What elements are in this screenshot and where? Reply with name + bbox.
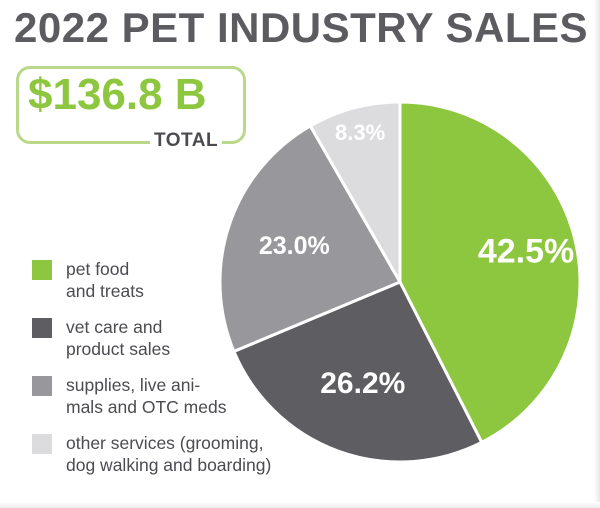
pie-slice-label: 42.5% (478, 233, 574, 271)
pie-slice-label: 8.3% (335, 120, 385, 145)
frame-edge (594, 0, 600, 508)
legend-line: dog walking and boarding) (66, 455, 272, 475)
legend-swatch (32, 434, 52, 454)
legend-label: supplies, live ani- mals and OTC meds (66, 374, 336, 418)
pie-slice-label: 23.0% (259, 232, 330, 260)
pie-slice (398, 100, 582, 445)
legend-line: vet care and (66, 317, 163, 337)
total-value: $136.8 B (28, 70, 207, 119)
legend-swatch (32, 260, 52, 280)
legend-swatch (32, 318, 52, 338)
pie-slice (218, 123, 403, 354)
page-title: 2022 PET INDUSTRY SALES (14, 4, 589, 51)
legend-line: pet food (66, 259, 130, 279)
legend-label: other services (grooming, dog walking an… (66, 432, 336, 476)
legend-label: pet food and treats (66, 258, 336, 302)
legend-line: mals and OTC meds (66, 397, 227, 417)
legend-swatch (32, 376, 52, 396)
legend-line: and treats (66, 281, 144, 301)
pie-slice-label: 26.2% (320, 367, 405, 400)
legend-label: vet care and product sales (66, 316, 336, 360)
total-box (16, 66, 246, 144)
legend-line: product sales (66, 339, 171, 359)
pie-slice (308, 100, 402, 288)
legend-line: supplies, live ani- (66, 375, 201, 395)
total-label: TOTAL (150, 130, 223, 152)
frame-bottom-edge (0, 502, 600, 508)
legend-line: other services (grooming, (66, 433, 264, 453)
